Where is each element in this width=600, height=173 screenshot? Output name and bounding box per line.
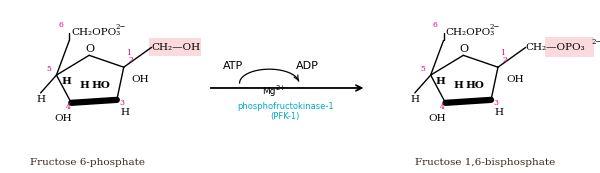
Text: OH: OH	[506, 75, 524, 84]
Text: CH₂—OH: CH₂—OH	[151, 43, 200, 52]
Text: CH₂—OPO₃: CH₂—OPO₃	[526, 43, 586, 52]
Text: H: H	[410, 95, 419, 104]
Text: O: O	[460, 44, 469, 54]
Text: H: H	[494, 108, 503, 117]
Text: Fructose 6-phosphate: Fructose 6-phosphate	[29, 158, 145, 167]
Text: OH: OH	[429, 114, 446, 123]
Text: H: H	[436, 77, 445, 86]
Text: CH₂OPO₃: CH₂OPO₃	[446, 28, 495, 37]
Text: CH₂OPO₃: CH₂OPO₃	[71, 28, 121, 37]
Polygon shape	[70, 100, 118, 103]
Text: ADP: ADP	[295, 61, 319, 71]
Text: HO: HO	[92, 80, 110, 89]
Text: HO: HO	[466, 80, 485, 89]
Text: H: H	[61, 77, 71, 86]
Text: H: H	[120, 108, 129, 117]
Text: 4: 4	[66, 103, 71, 111]
Text: 3: 3	[493, 99, 499, 107]
Text: O: O	[86, 44, 95, 54]
Text: 4: 4	[440, 103, 445, 111]
Text: H: H	[454, 80, 463, 89]
Text: Fructose 1,6-bisphosphate: Fructose 1,6-bisphosphate	[415, 158, 555, 167]
Bar	[149, 38, 201, 56]
Text: 5: 5	[420, 65, 425, 73]
Text: OH: OH	[55, 114, 72, 123]
Text: (PFK-1): (PFK-1)	[271, 112, 300, 121]
Text: OH: OH	[131, 75, 149, 84]
Text: 6: 6	[58, 21, 64, 29]
Text: Mg: Mg	[263, 87, 276, 96]
Text: 2−: 2−	[592, 38, 600, 46]
Text: H: H	[79, 80, 89, 89]
Text: 3: 3	[119, 99, 124, 107]
Text: phosphofructokinase-1: phosphofructokinase-1	[237, 102, 334, 111]
Text: 2: 2	[128, 56, 133, 64]
Bar	[545, 38, 600, 57]
Text: H: H	[36, 95, 45, 104]
Text: 6: 6	[433, 21, 437, 29]
Polygon shape	[445, 100, 492, 103]
Text: 1: 1	[126, 49, 131, 57]
Text: 2+: 2+	[275, 85, 285, 91]
Text: 2: 2	[502, 56, 508, 64]
Text: ATP: ATP	[223, 61, 243, 71]
Text: 5: 5	[46, 65, 51, 73]
Text: 1: 1	[500, 49, 505, 57]
Text: 2−: 2−	[490, 23, 500, 31]
Text: 2−: 2−	[116, 23, 126, 31]
